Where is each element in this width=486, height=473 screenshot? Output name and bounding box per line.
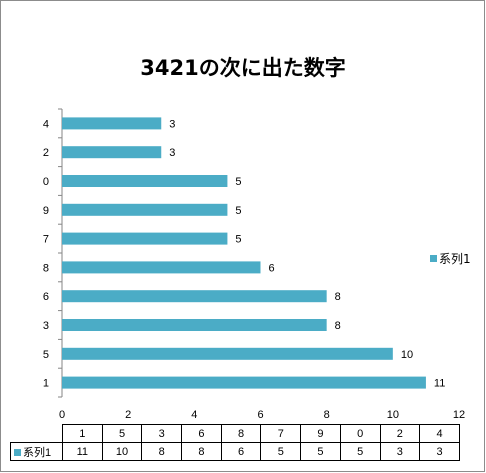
table-category-cell: 9 bbox=[300, 424, 341, 443]
category-tick-label: 0 bbox=[43, 176, 49, 188]
value-tick-label: 12 bbox=[453, 409, 465, 421]
table-value-row: 系列1 11 10 8 8 6 5 5 5 3 3 bbox=[10, 442, 460, 461]
data-label: 8 bbox=[335, 320, 341, 332]
category-tick-label: 1 bbox=[43, 378, 49, 390]
value-tick-label: 8 bbox=[324, 409, 330, 421]
value-tick-label: 2 bbox=[125, 409, 131, 421]
data-label: 3 bbox=[169, 118, 175, 130]
data-label: 5 bbox=[235, 176, 241, 188]
data-label: 8 bbox=[335, 291, 341, 303]
bar bbox=[62, 203, 228, 216]
table-series-swatch bbox=[14, 448, 21, 456]
category-tick-label: 4 bbox=[43, 118, 49, 130]
data-label: 3 bbox=[169, 147, 175, 159]
table-value-cell: 3 bbox=[419, 442, 460, 461]
legend: 系列1 bbox=[430, 250, 471, 267]
category-tick-label: 6 bbox=[43, 291, 49, 303]
bar bbox=[62, 175, 228, 187]
category-tick-label: 9 bbox=[43, 205, 49, 217]
category-tick-label: 2 bbox=[43, 147, 49, 159]
value-tick-label: 10 bbox=[387, 409, 399, 421]
table-value-cell: 6 bbox=[220, 442, 262, 461]
bar bbox=[62, 117, 162, 130]
data-label: 11 bbox=[434, 378, 445, 390]
table-value-cell: 11 bbox=[62, 442, 103, 461]
table-value-cell: 5 bbox=[260, 442, 302, 461]
legend-label: 系列1 bbox=[439, 252, 471, 266]
value-tick-label: 4 bbox=[191, 409, 197, 421]
table-category-cell: 3 bbox=[141, 424, 183, 443]
table-category-cell: 2 bbox=[379, 424, 421, 443]
category-tick-label: 3 bbox=[43, 320, 49, 332]
table-category-cell: 6 bbox=[181, 424, 222, 443]
bar bbox=[62, 261, 261, 274]
bar bbox=[62, 232, 228, 245]
bar bbox=[62, 319, 327, 331]
data-label: 5 bbox=[235, 205, 241, 217]
data-label: 6 bbox=[269, 262, 275, 274]
table-corner-cell bbox=[10, 424, 63, 443]
bar bbox=[62, 290, 327, 303]
value-tick-label: 6 bbox=[257, 409, 263, 421]
data-label: 5 bbox=[235, 234, 241, 246]
table-value-cell: 5 bbox=[300, 442, 341, 461]
table-category-cell: 0 bbox=[339, 424, 381, 443]
category-tick-label: 8 bbox=[43, 262, 49, 274]
legend-swatch bbox=[430, 255, 437, 262]
bar bbox=[62, 376, 426, 389]
table-value-cell: 5 bbox=[339, 442, 381, 461]
value-tick-label: 0 bbox=[59, 409, 65, 421]
table-category-cell: 5 bbox=[101, 424, 143, 443]
table-category-cell: 7 bbox=[260, 424, 302, 443]
table-value-cell: 3 bbox=[379, 442, 421, 461]
table-series-cell: 系列1 bbox=[10, 442, 63, 461]
bar bbox=[62, 146, 162, 159]
table-value-cell: 8 bbox=[141, 442, 183, 461]
table-series-name: 系列1 bbox=[23, 446, 52, 459]
chart-title: 3421の次に出た数字 bbox=[140, 56, 346, 80]
table-category-cell: 4 bbox=[419, 424, 460, 443]
table-category-cell: 8 bbox=[220, 424, 262, 443]
table-category-cell: 1 bbox=[62, 424, 103, 443]
data-label: 10 bbox=[401, 349, 413, 361]
category-tick-label: 5 bbox=[43, 349, 49, 361]
table-value-cell: 10 bbox=[101, 442, 143, 461]
category-tick-label: 7 bbox=[43, 234, 49, 246]
table-value-cell: 8 bbox=[181, 442, 222, 461]
bar bbox=[62, 347, 393, 360]
